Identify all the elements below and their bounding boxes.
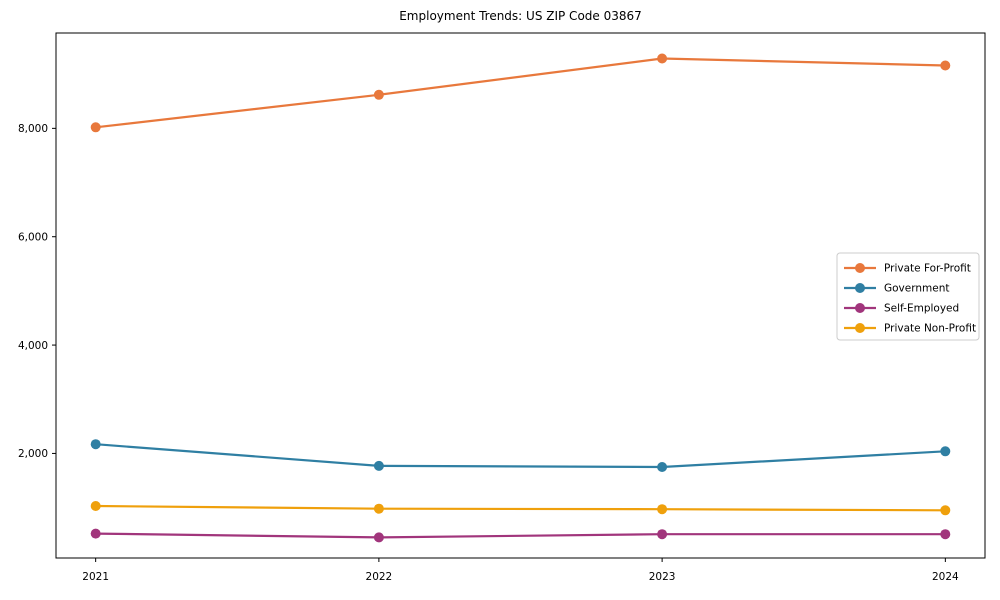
y-axis-tick-label: 6,000 [18, 231, 48, 243]
data-point-private-for-profit [657, 53, 668, 64]
data-point-government [940, 446, 951, 457]
data-point-government [657, 462, 668, 472]
legend-marker-icon [855, 303, 865, 313]
legend-label: Private Non-Profit [884, 323, 976, 335]
data-point-self-employed [940, 529, 951, 540]
series-line-private-for-profit [94, 57, 947, 129]
data-point-private-for-profit [373, 89, 384, 100]
legend-label: Private For-Profit [884, 263, 971, 275]
chart-title: Employment Trends: US ZIP Code 03867 [399, 9, 642, 23]
series-line-private-non-profit [94, 504, 947, 512]
x-axis-tick-label: 2024 [932, 571, 959, 583]
data-point-private-non-profit [373, 503, 384, 514]
data-point-private-for-profit [90, 122, 101, 133]
data-point-private-for-profit [940, 60, 951, 71]
data-point-private-non-profit [940, 505, 951, 516]
data-point-self-employed [657, 529, 668, 540]
series-line-government [94, 443, 947, 469]
legend-label: Government [884, 283, 949, 295]
data-point-private-non-profit [90, 501, 101, 511]
series-line-self-employed [94, 532, 947, 539]
legend-marker-icon [855, 283, 865, 293]
legend-marker-icon [855, 323, 865, 333]
legend-label: Self-Employed [884, 303, 959, 315]
legend-marker-icon [855, 263, 865, 273]
x-axis-tick-label: 2023 [649, 571, 676, 583]
data-point-private-non-profit [657, 504, 668, 515]
y-axis-tick-label: 4,000 [18, 340, 48, 352]
axes-frame [55, 32, 986, 559]
legend-item-private-non-profit: Private Non-Profit [844, 323, 976, 335]
data-point-self-employed [90, 528, 101, 539]
data-point-self-employed [373, 532, 384, 543]
legend-box [836, 252, 980, 341]
data-point-government [90, 439, 101, 450]
y-axis-tick-label: 8,000 [18, 123, 48, 135]
legend-item-self-employed: Self-Employed [844, 303, 959, 315]
legend-item-private-for-profit: Private For-Profit [844, 263, 971, 275]
data-point-government [373, 460, 384, 471]
x-axis-tick-label: 2022 [366, 571, 393, 583]
x-axis-tick-label: 2021 [82, 571, 109, 583]
legend-item-government: Government [844, 283, 949, 295]
y-axis-tick-label: 2,000 [18, 448, 48, 460]
